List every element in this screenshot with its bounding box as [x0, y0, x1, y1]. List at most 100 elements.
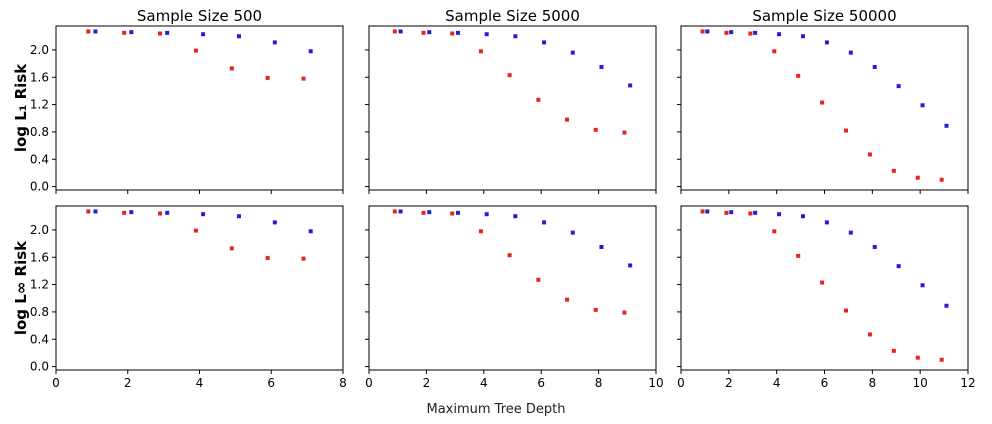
- red-data-point: [301, 76, 306, 81]
- blue-data-point: [93, 209, 98, 214]
- red-data-point: [565, 297, 570, 302]
- red-data-point: [301, 256, 306, 261]
- red-data-point: [820, 280, 825, 285]
- blue-data-point: [308, 229, 313, 234]
- red-data-point: [478, 49, 483, 54]
- blue-data-point: [201, 212, 206, 217]
- plot-frame: [680, 25, 969, 191]
- blue-data-point: [513, 34, 518, 39]
- red-data-point: [700, 209, 705, 214]
- y-tick-label: 0.8: [30, 125, 49, 139]
- blue-data-point: [427, 210, 432, 215]
- red-data-point: [122, 210, 127, 215]
- blue-data-point: [165, 210, 170, 215]
- blue-data-point: [753, 30, 758, 35]
- red-data-point: [507, 73, 512, 78]
- x-tick-label: 12: [960, 376, 975, 390]
- blue-data-point: [236, 214, 241, 219]
- blue-data-point: [872, 245, 877, 249]
- blue-data-point: [800, 34, 805, 39]
- x-axis-label: Maximum Tree Depth: [426, 402, 566, 417]
- blue-data-point: [570, 50, 575, 55]
- blue-data-point: [800, 214, 805, 219]
- red-data-point: [593, 307, 598, 312]
- x-tick-label: 2: [124, 376, 132, 390]
- blue-data-point: [705, 209, 710, 214]
- y-tick-label: 0.0: [30, 180, 49, 194]
- x-tick-label: 0: [677, 376, 685, 390]
- x-tick-label: 0: [365, 376, 373, 390]
- red-data-point: [229, 246, 234, 251]
- red-data-point: [796, 73, 801, 78]
- blue-data-point: [542, 220, 547, 225]
- blue-data-point: [599, 245, 604, 249]
- y-tick-label: 0.0: [30, 360, 49, 374]
- y-axis-label: log L₁ Risk: [12, 63, 30, 152]
- red-data-point: [421, 30, 426, 35]
- blue-data-point: [729, 30, 734, 35]
- plot-frame: [55, 205, 344, 371]
- red-data-point: [450, 211, 455, 216]
- x-tick-label: 0: [52, 376, 60, 390]
- blue-data-point: [484, 212, 489, 217]
- blue-data-point: [848, 230, 853, 235]
- red-data-point: [450, 31, 455, 36]
- red-data-point: [622, 130, 627, 135]
- red-data-point: [158, 31, 163, 36]
- red-data-point: [867, 152, 872, 157]
- blue-data-point: [398, 209, 403, 214]
- blue-data-point: [920, 283, 925, 288]
- red-data-point: [507, 253, 512, 258]
- red-data-point: [622, 310, 627, 315]
- blue-data-point: [753, 210, 758, 215]
- blue-data-point: [824, 220, 829, 225]
- x-tick-label: 6: [821, 376, 829, 390]
- plot-frame: [368, 25, 657, 191]
- red-data-point: [122, 30, 127, 35]
- red-data-point: [844, 308, 849, 313]
- blue-data-point: [236, 34, 241, 39]
- y-tick-label: 1.2: [30, 278, 49, 292]
- blue-data-point: [848, 50, 853, 55]
- y-tick-label: 0.8: [30, 305, 49, 319]
- y-tick-label: 0.4: [30, 332, 49, 346]
- blue-data-point: [129, 210, 134, 215]
- red-data-point: [724, 210, 729, 215]
- blue-data-point: [872, 65, 877, 69]
- x-tick-label: 4: [480, 376, 488, 390]
- blue-data-point: [165, 30, 170, 35]
- red-data-point: [772, 229, 777, 234]
- blue-data-point: [272, 40, 277, 45]
- x-tick-label: 4: [196, 376, 204, 390]
- blue-data-point: [944, 123, 949, 128]
- blue-data-point: [777, 212, 782, 217]
- plot-frame: [368, 205, 657, 371]
- red-data-point: [796, 253, 801, 258]
- red-data-point: [193, 48, 198, 53]
- blue-data-point: [272, 220, 277, 225]
- blue-data-point: [944, 303, 949, 308]
- blue-data-point: [628, 263, 633, 268]
- blue-data-point: [129, 30, 134, 35]
- y-tick-label: 2.0: [30, 43, 49, 57]
- blue-data-point: [628, 83, 633, 88]
- red-data-point: [748, 211, 753, 216]
- plot-frame: [680, 205, 969, 371]
- red-data-point: [536, 277, 541, 282]
- red-data-point: [158, 211, 163, 216]
- blue-data-point: [427, 30, 432, 35]
- y-tick-label: 2.0: [30, 223, 49, 237]
- red-data-point: [265, 255, 270, 260]
- red-data-point: [772, 49, 777, 54]
- blue-data-point: [729, 210, 734, 215]
- blue-data-point: [920, 103, 925, 108]
- x-tick-label: 4: [773, 376, 781, 390]
- y-tick-label: 1.6: [30, 70, 49, 84]
- red-data-point: [700, 29, 705, 34]
- blue-data-point: [896, 84, 901, 89]
- y-tick-label: 1.6: [30, 250, 49, 264]
- red-data-point: [891, 168, 896, 173]
- plot-frame: [55, 25, 344, 191]
- red-data-point: [565, 117, 570, 122]
